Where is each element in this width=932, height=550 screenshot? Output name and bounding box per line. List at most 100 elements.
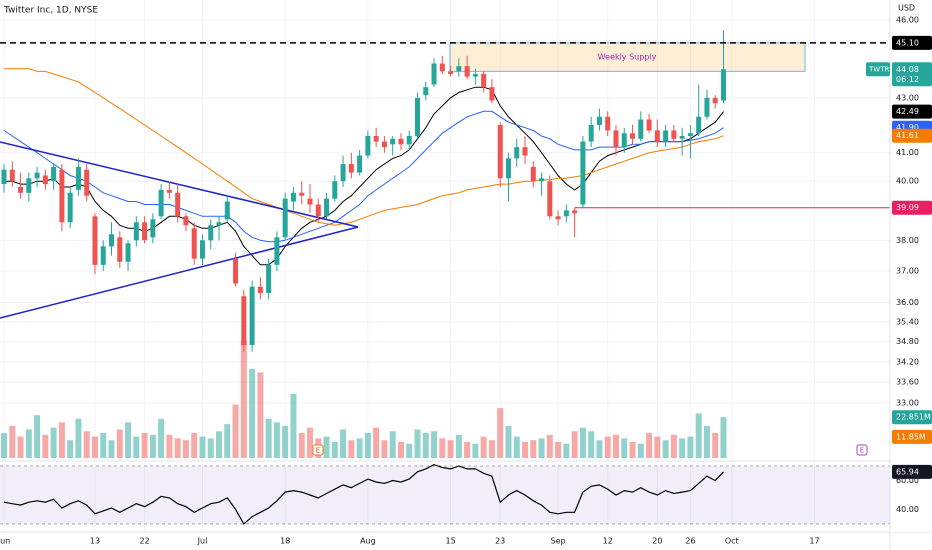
- candle-body: [142, 222, 148, 241]
- volume-bar: [207, 438, 214, 458]
- x-tick-label: 13: [90, 537, 100, 546]
- volume-bar: [158, 418, 165, 458]
- candle-body: [373, 135, 379, 142]
- volume-bar: [563, 443, 570, 458]
- volume-bar: [108, 440, 115, 458]
- volume-bar: [174, 438, 181, 458]
- candle-body: [357, 155, 363, 173]
- volume-bar: [58, 422, 65, 458]
- volume-bar: [654, 436, 661, 458]
- volume-bar: [67, 440, 74, 458]
- candle-body: [109, 234, 115, 247]
- volume-bar: [488, 440, 495, 458]
- volume-bar: [25, 429, 32, 458]
- x-tick-label: Jun: [0, 537, 10, 546]
- candle-body: [448, 71, 454, 74]
- volume-bar: [100, 433, 107, 458]
- candle-body: [282, 198, 288, 238]
- volume-bar: [182, 440, 189, 458]
- trendline: [0, 141, 359, 228]
- volume-bar: [596, 440, 603, 458]
- volume-bar: [290, 393, 297, 458]
- moving-average: [3, 110, 724, 243]
- candle-body: [613, 130, 619, 148]
- candle-body: [489, 87, 495, 101]
- candle-body: [431, 63, 437, 85]
- level-tag-bg: [892, 35, 932, 50]
- volume-bar: [34, 415, 41, 458]
- ma-tag: 41.61: [896, 131, 919, 140]
- candle-body: [175, 192, 181, 217]
- candle-body: [390, 138, 396, 145]
- x-tick-label: 23: [495, 537, 505, 546]
- volume-bar: [662, 440, 669, 458]
- volume-bar: [91, 436, 98, 458]
- volume-bar: [348, 440, 355, 458]
- candle-body: [530, 166, 536, 182]
- volume-bar: [497, 408, 504, 458]
- volume-bar: [257, 372, 264, 458]
- candle-body: [199, 240, 205, 259]
- candle-body: [563, 210, 569, 217]
- volume-bar: [637, 443, 644, 458]
- candle-body: [580, 141, 586, 205]
- volume-bar: [306, 427, 313, 458]
- candle-body: [307, 198, 313, 205]
- candle-body: [1, 169, 7, 185]
- volume-bar: [538, 438, 545, 458]
- candle-body: [481, 73, 487, 88]
- candle-body: [324, 198, 330, 217]
- volume-bar: [216, 431, 223, 458]
- volume-bar: [679, 438, 686, 458]
- last-price-tag-bg: [892, 62, 932, 87]
- volume-bar: [621, 438, 628, 458]
- volume-bar: [273, 422, 280, 458]
- volume-bar: [513, 436, 520, 458]
- volume-bar: [604, 436, 611, 458]
- volume-bar: [464, 441, 471, 458]
- volume-bar: [389, 431, 396, 458]
- candle-body: [464, 66, 470, 77]
- volume-bar: [149, 434, 156, 458]
- candle-body: [42, 175, 48, 185]
- volume-bar: [712, 433, 719, 458]
- candle-body: [712, 97, 718, 104]
- candle-body: [456, 66, 462, 72]
- earnings-marker: [856, 444, 868, 456]
- volume-bar: [588, 431, 595, 458]
- volume-bar: [240, 340, 247, 458]
- volume-bar: [670, 434, 677, 458]
- candle-body: [671, 130, 677, 139]
- volume-bar: [505, 425, 512, 458]
- volume-bar: [356, 438, 363, 458]
- x-tick-label: 18: [280, 537, 290, 546]
- volume-bar: [546, 434, 553, 458]
- y-tick-label: 34.20: [896, 357, 919, 366]
- candle-body: [266, 264, 272, 294]
- candle-body: [84, 169, 90, 196]
- y-tick-label: 33.00: [896, 398, 919, 407]
- volume-bar: [439, 438, 446, 458]
- x-tick-label: 12: [603, 537, 613, 546]
- rsi-band: [0, 466, 890, 524]
- volume-bar: [414, 429, 421, 458]
- volume-bar: [373, 427, 380, 458]
- volume-bar: [340, 429, 347, 458]
- candle-body: [423, 87, 429, 96]
- volume-bar: [199, 436, 206, 458]
- candle-body: [654, 130, 660, 142]
- volume-tag: 22.851M: [896, 413, 931, 422]
- candle-body: [26, 178, 32, 193]
- x-tick-label: Oct: [725, 537, 739, 546]
- candle-body: [51, 166, 57, 182]
- volume-bar: [17, 436, 24, 458]
- volume-bar: [83, 431, 90, 458]
- zone-label: Weekly Supply: [598, 53, 657, 62]
- candle-body: [646, 119, 652, 131]
- volume-bar: [141, 433, 148, 458]
- candle-body: [522, 147, 528, 156]
- x-tick-label: 22: [139, 537, 149, 546]
- candle-body: [224, 201, 230, 220]
- symbol-tag: TWTR: [868, 65, 889, 73]
- candle-body: [588, 124, 594, 142]
